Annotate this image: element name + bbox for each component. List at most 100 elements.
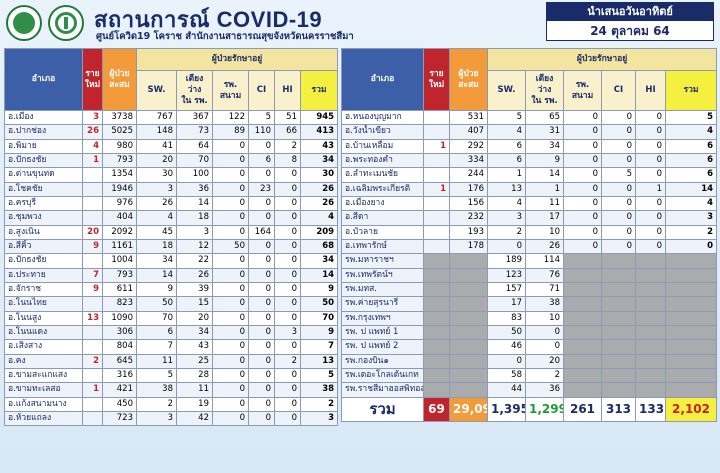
ci-count: 0 (248, 195, 275, 212)
blank-cell (563, 367, 602, 384)
blank-cell (601, 324, 636, 341)
col-hi-r: HI (635, 70, 666, 111)
total-count: 9 (299, 324, 339, 341)
empty-bed-count: 10 (525, 224, 564, 240)
sw-count: 4 (487, 195, 526, 212)
cumulative-cases: 450 (102, 396, 137, 412)
new-cases (423, 210, 450, 226)
empty-bed-count: 64 (176, 138, 213, 154)
hospital-name: รพ.มทส. (341, 281, 424, 298)
hi-count: 0 (274, 181, 301, 197)
total-count: 34 (299, 152, 339, 169)
cumulative-cases: 232 (449, 210, 488, 226)
total-count: 43 (299, 138, 339, 154)
ci-count: 0 (248, 281, 275, 298)
col-total-r: รวม (664, 70, 718, 111)
blank-cell (449, 367, 488, 384)
table-row: อ.พิมาย 4 980 41 64 0 0 2 43 (4, 138, 339, 154)
sw-count: 41 (136, 138, 177, 154)
col-group-treating: ผู้ป่วยรักษาอยู่ (135, 48, 339, 71)
table-row: อ.ชุมพวง 404 4 18 0 0 0 4 (4, 210, 339, 226)
col-new-r: ราย ใหม่ (423, 48, 450, 111)
blank-cell (423, 253, 450, 269)
ci-count: 5 (248, 109, 275, 126)
hospital-row: รพ.ค่ายสุรนารี 17 38 (341, 296, 718, 312)
hi-count: 2 (274, 138, 301, 154)
cumulative-cases: 793 (102, 267, 137, 283)
new-cases (82, 195, 103, 212)
district-name: อ.จักราช (4, 281, 83, 298)
total-count: 5 (664, 109, 718, 126)
sw-count: 17 (487, 296, 526, 312)
ci-count: 0 (248, 238, 275, 255)
ci-count: 0 (248, 396, 275, 412)
blank-cell (601, 353, 636, 369)
hi-count: 0 (274, 367, 301, 384)
empty-bed-count: 39 (176, 281, 213, 298)
blank-cell (664, 382, 718, 398)
field-hospital-count: 0 (212, 324, 249, 341)
district-name: อ.แก้งสนามนาง (4, 396, 83, 412)
blank-cell (601, 339, 636, 355)
field-hospital-count: 0 (212, 152, 249, 169)
blank-cell (423, 296, 450, 312)
empty-bed-count: 1 (525, 181, 564, 197)
empty-bed-count: 367 (176, 109, 213, 126)
field-hospital-count: 50 (212, 238, 249, 255)
district-name: อ.พระทองคำ (341, 152, 424, 169)
empty-bed-count: 76 (525, 267, 564, 283)
total-count: 6 (664, 138, 718, 154)
ci-count: 0 (248, 167, 275, 183)
ci-count: 0 (601, 195, 636, 212)
sw-count: 157 (487, 281, 526, 298)
hi-count: 0 (635, 109, 666, 126)
field-hospital-count: 0 (212, 281, 249, 298)
table-row: อ.สีดา 232 3 17 0 0 0 3 (341, 210, 718, 226)
blank-cell (664, 296, 718, 312)
blank-cell (601, 267, 636, 283)
ci-count: 6 (248, 152, 275, 169)
ci-count: 110 (248, 124, 275, 140)
blank-cell (601, 382, 636, 398)
hi-count: 0 (274, 382, 301, 398)
blank-cell (563, 324, 602, 341)
cumulative-cases: 292 (449, 138, 488, 154)
cumulative-cases: 193 (449, 224, 488, 240)
total-count: 4 (664, 195, 718, 212)
ci-count: 0 (248, 267, 275, 283)
table-row: อ.โชคชัย 1946 3 36 0 23 0 26 (4, 181, 339, 197)
field-hospital-count: 0 (212, 382, 249, 398)
sw-count: 148 (136, 124, 177, 140)
empty-bed-count: 14 (525, 167, 564, 183)
ci-count: 0 (601, 152, 636, 169)
blank-cell (423, 382, 450, 398)
blank-cell (664, 281, 718, 298)
blank-cell (664, 253, 718, 269)
table-row: อ.เสิงสาง 804 7 43 0 0 0 7 (4, 339, 339, 355)
total-count: 38 (299, 382, 339, 398)
cumulative-cases: 531 (449, 109, 488, 126)
hospital-name: รพ.ราชสีมาฮอสพิทอล (341, 382, 424, 398)
blank-cell (601, 281, 636, 298)
new-cases (423, 238, 450, 255)
sw-count: 11 (136, 353, 177, 369)
total-count: 413 (299, 124, 339, 140)
col-cumulative: ผู้ป่วย สะสม (102, 48, 137, 111)
new-cases (82, 396, 103, 412)
total-count: 5 (299, 367, 339, 384)
new-cases: 9 (82, 238, 103, 255)
col-district: อำเภอ (4, 48, 83, 111)
blank-cell (635, 324, 666, 341)
right-district-table: อำเภอ ราย ใหม่ ผู้ป่วย สะสม ผู้ป่วยรักษา… (341, 48, 718, 422)
new-cases (82, 296, 103, 312)
district-name: อ.โนนสูง (4, 310, 83, 326)
blank-cell (449, 281, 488, 298)
blank-cell (601, 310, 636, 326)
hi-count: 3 (274, 324, 301, 341)
table-row: อ.ประทาย 7 793 14 26 0 0 0 14 (4, 267, 339, 283)
new-cases: 1 (423, 138, 450, 154)
empty-bed-count: 20 (525, 353, 564, 369)
sw-count: 45 (136, 224, 177, 240)
new-cases: 9 (82, 281, 103, 298)
sw-count: 44 (487, 382, 526, 398)
